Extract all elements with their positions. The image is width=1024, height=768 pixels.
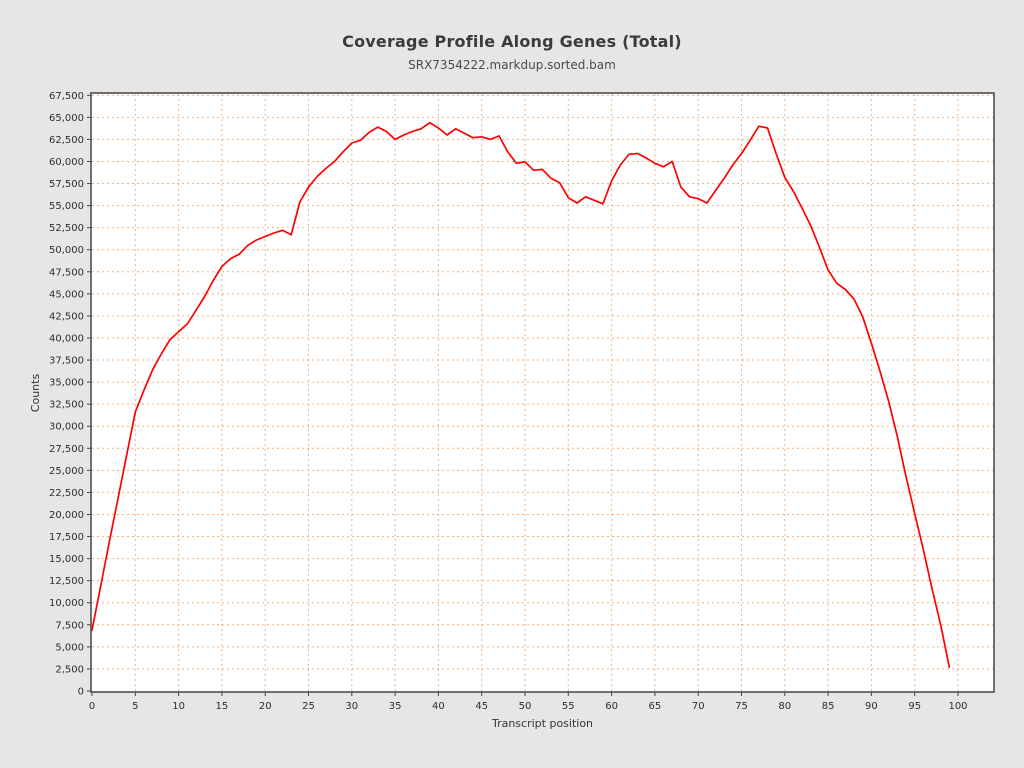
y-tick-label: 50,000 — [49, 245, 84, 256]
y-tick-label: 27,500 — [49, 444, 84, 455]
y-tick-label: 10,000 — [49, 598, 84, 609]
plot-border — [90, 92, 995, 693]
chart-subtitle: SRX7354222.markdup.sorted.bam — [408, 58, 616, 72]
x-tick-label: 30 — [345, 701, 358, 712]
x-tick-label: 70 — [692, 701, 705, 712]
x-tick-label: 45 — [475, 701, 488, 712]
y-tick-label: 55,000 — [49, 201, 84, 212]
y-tick-label: 5,000 — [55, 642, 84, 653]
y-tick-label: 45,000 — [49, 289, 84, 300]
y-tick-label: 15,000 — [49, 554, 84, 565]
x-tick-label: 50 — [519, 701, 532, 712]
y-tick-label: 60,000 — [49, 157, 84, 168]
y-tick-label: 0 — [78, 687, 84, 698]
x-axis-title: Transcript position — [491, 717, 594, 730]
y-tick-label: 25,000 — [49, 466, 84, 477]
y-tick-label: 12,500 — [49, 576, 84, 587]
x-tick-label: 75 — [735, 701, 748, 712]
plot-area — [91, 93, 994, 692]
y-axis-title: Counts — [29, 373, 42, 413]
y-tick-label: 20,000 — [49, 510, 84, 521]
y-tick-label: 65,000 — [49, 113, 84, 124]
chart-title: Coverage Profile Along Genes (Total) — [342, 32, 682, 51]
x-tick-label: 95 — [908, 701, 921, 712]
y-tick-label: 62,500 — [49, 135, 84, 146]
x-tick-label: 25 — [302, 701, 315, 712]
coverage-line — [91, 121, 951, 669]
x-tick-label: 80 — [778, 701, 791, 712]
y-tick-label: 7,500 — [55, 620, 84, 631]
x-tick-label: 15 — [216, 701, 229, 712]
y-tick-label: 42,500 — [49, 311, 84, 322]
y-tick-label: 37,500 — [49, 356, 84, 367]
y-tick-label: 52,500 — [49, 223, 84, 234]
x-tick-label: 10 — [172, 701, 185, 712]
y-tick-label: 2,500 — [55, 664, 84, 675]
x-tick-label: 65 — [649, 701, 662, 712]
y-tick-label: 47,500 — [49, 267, 84, 278]
x-tick-label: 0 — [89, 701, 95, 712]
x-tick-label: 20 — [259, 701, 272, 712]
y-tick-label: 35,000 — [49, 378, 84, 389]
x-tick-label: 35 — [389, 701, 402, 712]
x-tick-label: 85 — [822, 701, 835, 712]
x-tick-label: 5 — [132, 701, 138, 712]
y-tick-label: 17,500 — [49, 532, 84, 543]
x-tick-label: 60 — [605, 701, 618, 712]
x-tick-label: 55 — [562, 701, 575, 712]
y-tick-label: 30,000 — [49, 422, 84, 433]
y-tick-label: 32,500 — [49, 400, 84, 411]
x-tick-label: 40 — [432, 701, 445, 712]
x-tick-label: 100 — [948, 701, 967, 712]
y-tick-label: 57,500 — [49, 179, 84, 190]
y-tick-label: 40,000 — [49, 333, 84, 344]
y-tick-label: 67,500 — [49, 91, 84, 102]
y-tick-label: 22,500 — [49, 488, 84, 499]
x-tick-label: 90 — [865, 701, 878, 712]
